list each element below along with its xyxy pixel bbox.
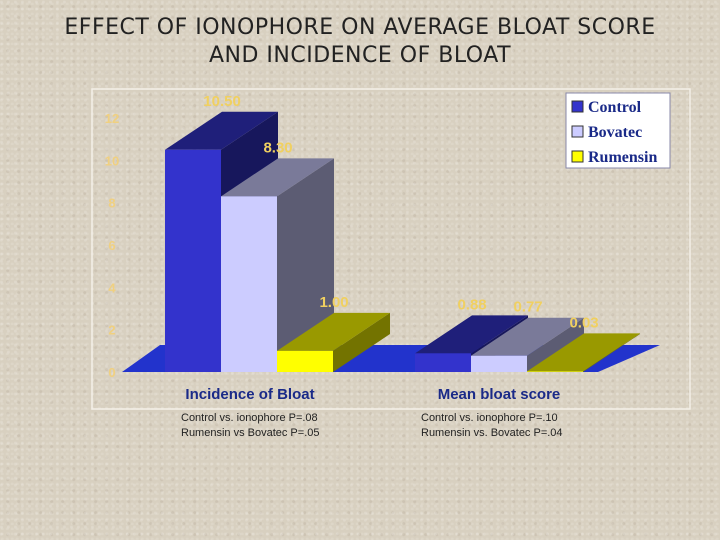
title-line-2: AND INCIDENCE OF BLOAT: [208, 43, 512, 68]
data-label: 0.88: [457, 296, 486, 313]
bar-bovatec-0-top: [221, 158, 334, 197]
stats-note-incidence-line-1: Control vs. ionophore P=.08: [181, 412, 318, 424]
stats-note-mean-line-1: Control vs. ionophore P=.10: [421, 412, 558, 424]
legend-label-control: Control: [588, 99, 642, 116]
y-tick-label: 8: [108, 196, 115, 211]
legend-label-rumensin: Rumensin: [588, 149, 657, 166]
bar-control-1-front: [415, 353, 471, 372]
y-tick-label: 6: [108, 238, 115, 253]
category-label: Incidence of Bloat: [185, 386, 314, 403]
bar-rumensin-1-top: [527, 333, 640, 372]
bar-control-0-front: [165, 149, 221, 372]
bar-rumensin-0-top: [277, 312, 390, 351]
category-label: Mean bloat score: [438, 386, 561, 403]
data-label: 8.30: [263, 139, 292, 156]
y-tick-label: 4: [108, 280, 116, 295]
legend-swatch-control: [571, 100, 584, 113]
plot-frame: [91, 88, 691, 410]
y-tick-label: 0: [108, 365, 115, 380]
data-label: 0.03: [569, 314, 598, 331]
y-tick-label: 10: [105, 153, 119, 168]
y-tick-label: 12: [105, 111, 119, 126]
bar-bovatec-0-side: [277, 158, 334, 372]
bar-control-0-top: [165, 111, 278, 150]
data-label: 1.00: [319, 294, 348, 311]
stats-note-mean-line-2: Rumensin vs. Bovatec P=.04: [421, 427, 563, 439]
y-tick-label: 2: [108, 323, 115, 338]
data-label: 0.77: [513, 299, 542, 316]
legend-label-bovatec: Bovatec: [588, 124, 642, 141]
bar-rumensin-1-side: [583, 333, 640, 372]
bar-bovatec-1-side: [527, 317, 584, 372]
stats-note-mean-score: Control vs. ionophore P=.10 Rumensin vs.…: [421, 411, 563, 441]
legend-swatch-bovatec: [571, 125, 584, 138]
bar-rumensin-0-side: [333, 312, 390, 372]
stats-note-incidence: Control vs. ionophore P=.08 Rumensin vs …: [181, 411, 320, 441]
bar-control-1-top: [415, 315, 528, 354]
legend-swatch-rumensin: [571, 150, 584, 163]
bar-bovatec-0-front: [221, 196, 277, 372]
title-line-1: EFFECT OF IONOPHORE ON AVERAGE BLOAT SCO…: [64, 15, 656, 40]
bar-bovatec-1-front: [471, 355, 527, 372]
slide-title: EFFECT OF IONOPHORE ON AVERAGE BLOAT SCO…: [0, 14, 720, 70]
bar-rumensin-1-front: [527, 371, 583, 372]
data-label: 10.50: [203, 93, 241, 110]
stats-note-incidence-line-2: Rumensin vs Bovatec P=.05: [181, 427, 320, 439]
bar-bovatec-1-top: [471, 317, 584, 356]
bar-rumensin-0-front: [277, 350, 333, 372]
